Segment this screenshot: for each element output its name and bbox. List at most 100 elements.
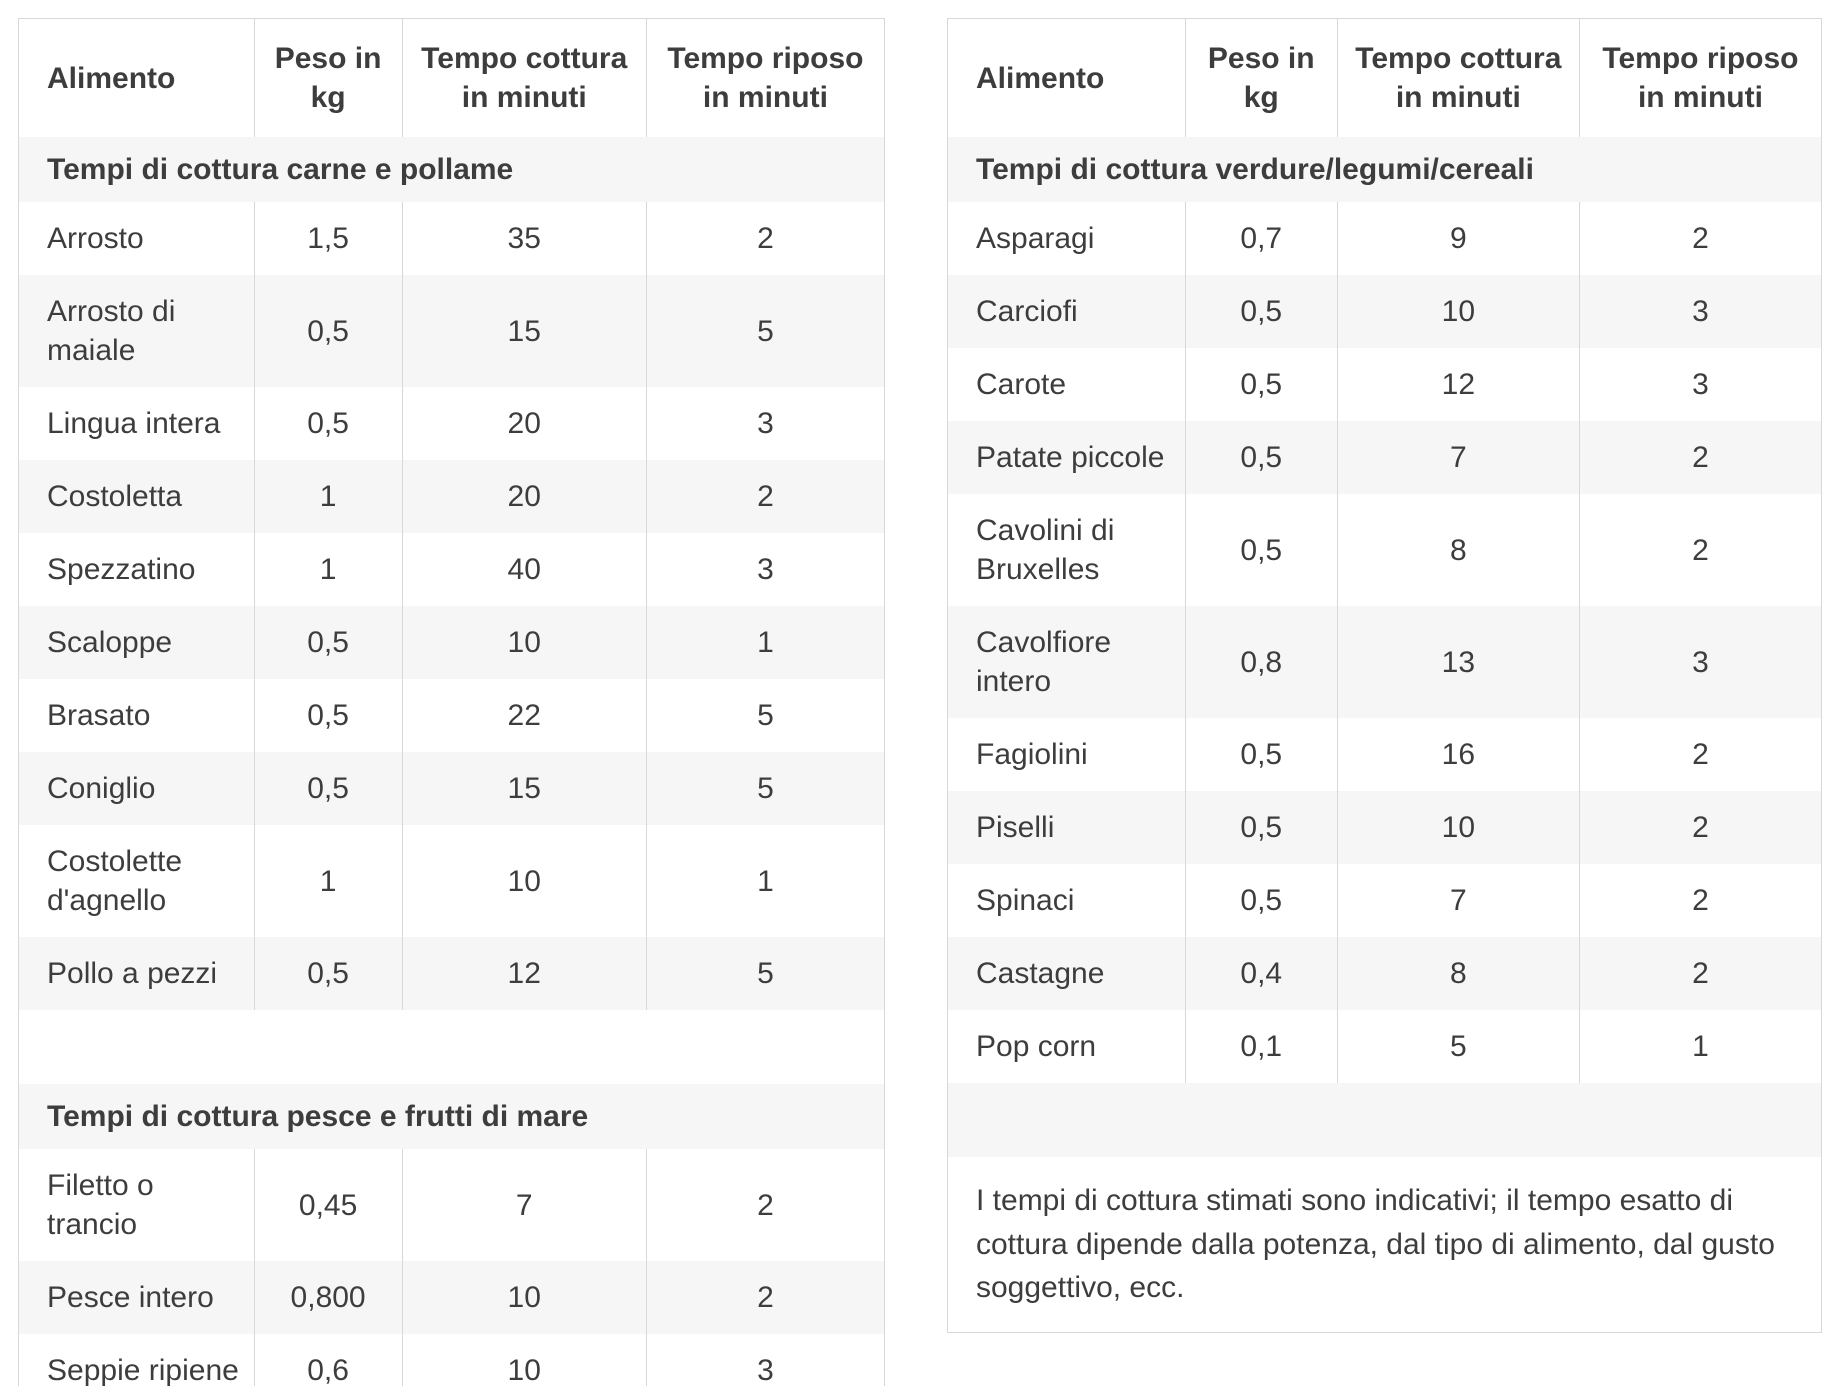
table-row: Costolette d'agnello 1 10 1: [19, 825, 885, 937]
weight-cell: 0,1: [1184, 1010, 1338, 1083]
food-cell: Arrosto di maiale: [47, 295, 176, 367]
table-row: Brasato 0,5 22 5: [19, 679, 885, 752]
weight-cell: 0,5: [253, 606, 403, 679]
cook-time-cell: 16: [1336, 718, 1580, 791]
rest-time-cell: 2: [645, 1261, 885, 1334]
rest-time-cell: 2: [1578, 791, 1822, 864]
food-cell: Coniglio: [47, 772, 156, 805]
footnote: I tempi di cottura stimati sono indicati…: [976, 1184, 1775, 1304]
spacer-row: [19, 1010, 885, 1084]
cook-time-cell: 10: [401, 825, 647, 937]
cook-time-cell: 20: [401, 387, 647, 460]
cook-time-cell: 10: [1336, 275, 1580, 348]
rest-time-cell: 3: [1578, 606, 1822, 718]
food-cell: Patate piccole: [976, 441, 1165, 474]
cook-time-cell: 15: [401, 275, 647, 387]
weight-cell: 0,5: [1184, 864, 1338, 937]
rest-time-cell: 5: [645, 937, 885, 1010]
section-title: Tempi di cottura carne e pollame: [47, 153, 514, 186]
table-row: Castagne 0,4 8 2: [947, 937, 1822, 1010]
vegetables-legumes-cereals-table: Alimento Peso in kg Tempo cottura in minut…: [947, 18, 1822, 1333]
weight-cell: 0,5: [1184, 421, 1338, 494]
column-header-weight: Peso in kg: [1184, 18, 1338, 137]
rest-time-cell: 3: [1578, 275, 1822, 348]
cook-time-cell: 22: [401, 679, 647, 752]
table-row: Arrosto 1,5 35 2: [19, 202, 885, 275]
section-header-row: Tempi di cottura pesce e frutti di mare: [18, 1084, 885, 1149]
column-header-weight: Peso in kg: [253, 18, 403, 137]
food-cell: Arrosto: [47, 222, 144, 255]
weight-cell: 1: [253, 825, 403, 937]
table-row: Coniglio 0,5 15 5: [18, 752, 885, 825]
table-row: Pollo a pezzi 0,5 12 5: [18, 937, 885, 1010]
food-cell: Costoletta: [47, 480, 183, 513]
cook-time-cell: 20: [401, 460, 647, 533]
cook-time-cell: 7: [1336, 864, 1580, 937]
rest-time-cell: 1: [645, 606, 885, 679]
food-cell: Pollo a pezzi: [47, 957, 218, 990]
table-row: Cavolfiore intero 0,8 13 3: [947, 606, 1822, 718]
vegetables-legumes-cereals-table-body: Alimento Peso in kg Tempo cottura in minut…: [947, 18, 1822, 1333]
rest-time-cell: 2: [645, 460, 885, 533]
cook-time-cell: 7: [1336, 421, 1580, 494]
food-cell: Cavolfiore intero: [976, 626, 1112, 698]
food-cell: Carciofi: [976, 295, 1078, 328]
weight-cell: 0,5: [253, 937, 403, 1010]
food-cell: Spinaci: [976, 884, 1075, 917]
food-cell: Filetto o trancio: [47, 1169, 154, 1241]
food-cell: Seppie ripiene: [47, 1354, 239, 1386]
weight-cell: 0,5: [1184, 275, 1338, 348]
rest-time-cell: 2: [1578, 718, 1822, 791]
table-row: Lingua intera 0,5 20 3: [19, 387, 885, 460]
cook-time-cell: 35: [401, 202, 647, 275]
column-header-rest-time: Tempo riposo in minuti: [645, 18, 885, 137]
weight-cell: 0,5: [1184, 791, 1338, 864]
food-cell: Costolette d'agnello: [47, 845, 183, 917]
rest-time-cell: 3: [1578, 348, 1822, 421]
cook-time-cell: 8: [1336, 937, 1580, 1010]
table-header-row: Alimento Peso in kg Tempo cottura in minut…: [19, 18, 885, 137]
food-cell: Carote: [976, 368, 1067, 401]
rest-time-cell: 5: [645, 752, 885, 825]
column-header-rest-time: Tempo riposo in minuti: [1578, 18, 1822, 137]
weight-cell: 0,5: [1184, 494, 1338, 606]
section-title: Tempi di cottura verdure/legumi/cereali: [976, 153, 1534, 186]
weight-cell: 1: [253, 460, 403, 533]
rest-time-cell: 2: [1578, 202, 1822, 275]
cook-time-cell: 13: [1336, 606, 1580, 718]
rest-time-cell: 3: [645, 1334, 885, 1386]
cook-time-cell: 9: [1336, 202, 1580, 275]
food-cell: Spezzatino: [47, 553, 196, 586]
weight-cell: 0,5: [253, 275, 403, 387]
cook-time-cell: 10: [401, 1261, 647, 1334]
food-cell: Brasato: [47, 699, 151, 732]
food-cell: Asparagi: [976, 222, 1095, 255]
rest-time-cell: 1: [645, 825, 885, 937]
weight-cell: 0,8: [1184, 606, 1338, 718]
column-header-food: Alimento: [47, 61, 176, 95]
table-row: Scaloppe 0,5 10 1: [18, 606, 885, 679]
table-row: Pop corn 0,1 5 1: [948, 1010, 1822, 1083]
rest-time-cell: 5: [645, 275, 885, 387]
cook-time-cell: 10: [401, 606, 647, 679]
weight-cell: 0,6: [253, 1334, 403, 1386]
column-header-cook-time: Tempo cottura in minuti: [1336, 18, 1580, 137]
table-row: Arrosto di maiale 0,5 15 5: [18, 275, 885, 387]
spacer-cell: [19, 1010, 885, 1084]
weight-cell: 0,5: [1184, 348, 1338, 421]
rest-time-cell: 2: [645, 1149, 885, 1261]
table-row: Seppie ripiene 0,6 10 3: [19, 1334, 885, 1386]
meat-and-fish-table: Alimento Peso in kg Tempo cottura in minut…: [18, 18, 885, 1386]
food-cell: Pesce intero: [47, 1281, 214, 1314]
food-cell: Pop corn: [976, 1030, 1097, 1063]
weight-cell: 0,5: [253, 387, 403, 460]
column-header-food: Alimento: [976, 61, 1105, 95]
table-row: Spezzatino 1 40 3: [19, 533, 885, 606]
cook-time-cell: 12: [1336, 348, 1580, 421]
table-row: Fagiolini 0,5 16 2: [948, 718, 1822, 791]
food-cell: Castagne: [976, 957, 1105, 990]
weight-cell: 0,7: [1184, 202, 1338, 275]
column-header-cook-time: Tempo cottura in minuti: [401, 18, 647, 137]
weight-cell: 0,5: [253, 752, 403, 825]
